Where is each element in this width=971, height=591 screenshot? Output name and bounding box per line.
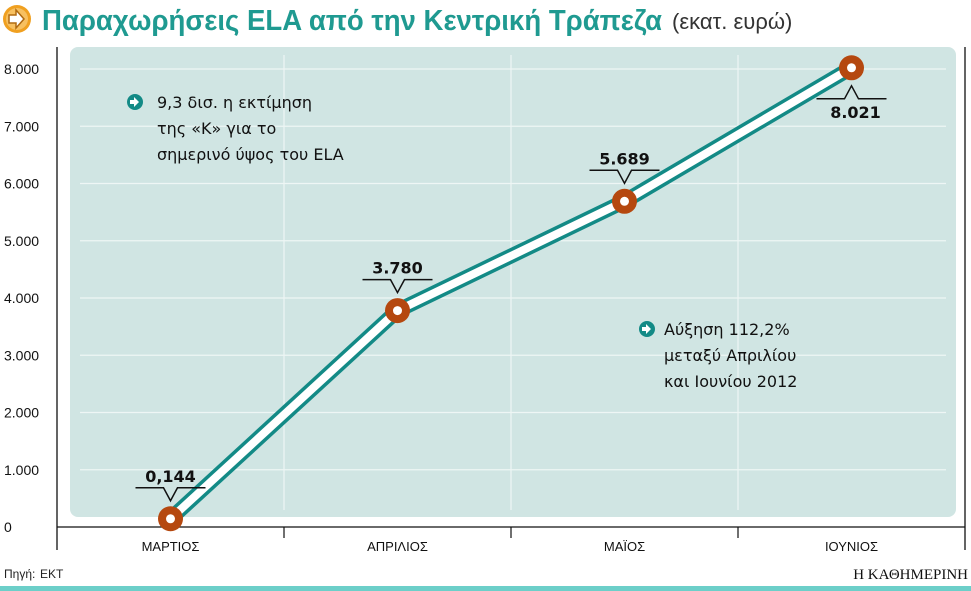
data-point-marker-center bbox=[166, 514, 175, 524]
series-line-inner bbox=[167, 64, 854, 522]
bottom-strip bbox=[0, 586, 971, 591]
arrow-bullet-icon bbox=[639, 321, 655, 337]
y-tick-labels: 0 1.000 2.000 3.000 4.000 5.000 6.000 7.000 8.00… bbox=[4, 61, 39, 535]
data-label: 8.021 bbox=[830, 103, 881, 122]
y-tick-label: 8.000 bbox=[4, 61, 39, 77]
x-category-labels: ΜΑΡΤΙΟΣ ΑΠΡΙΛΙΟΣ ΜΑΪΟΣ ΙΟΥΝΙΟΣ bbox=[142, 527, 878, 554]
data-markers: 0,144 3.780 5.689 8.021 bbox=[135, 55, 887, 532]
title-arrow-icon bbox=[3, 5, 31, 33]
y-tick-label: 6.000 bbox=[4, 176, 39, 192]
y-tick-label: 4.000 bbox=[4, 290, 39, 306]
publisher-logo: Η ΚΑΘΗΜΕΡΙΝΗ bbox=[853, 567, 968, 583]
y-tick-label: 3.000 bbox=[4, 347, 39, 363]
annotation-estimate: 9,3 δισ. η εκτίμηση της «Κ» για το σημερ… bbox=[127, 93, 344, 164]
source-label: Πηγή: bbox=[4, 567, 35, 581]
data-point-marker-center bbox=[847, 63, 856, 73]
x-category-label: ΙΟΥΝΙΟΣ bbox=[825, 539, 878, 554]
annotation-line: 9,3 δισ. η εκτίμηση bbox=[157, 93, 312, 112]
x-category-label: ΑΠΡΙΛΙΟΣ bbox=[367, 539, 428, 554]
series-line bbox=[165, 61, 856, 525]
data-label: 0,144 bbox=[145, 467, 196, 486]
y-tick-label: 0 bbox=[4, 519, 12, 535]
plot-panel bbox=[70, 47, 956, 517]
source-value: ΕΚΤ bbox=[40, 567, 64, 581]
data-label-callout bbox=[589, 169, 660, 185]
annotation-line: Αύξηση 112,2% bbox=[664, 320, 790, 339]
data-label: 5.689 bbox=[599, 149, 650, 168]
annotation-line: μεταξύ Απριλίου bbox=[664, 346, 796, 365]
x-category-label: ΜΑΪΟΣ bbox=[604, 539, 645, 554]
chart-title: Παραχωρήσεις ELA από την Κεντρική Τράπεζ… bbox=[42, 5, 662, 37]
data-label-callout bbox=[135, 487, 206, 503]
annotation-increase: Αύξηση 112,2% μεταξύ Απριλίου και Ιουνίο… bbox=[639, 320, 797, 391]
annotation-line: της «Κ» για το bbox=[157, 119, 276, 138]
annotation-line: σημερινό ύψος του ELA bbox=[157, 145, 344, 164]
data-label-callout bbox=[362, 278, 433, 295]
unit-label: (εκατ. ευρώ) bbox=[672, 9, 792, 34]
y-tick-label: 2.000 bbox=[4, 405, 39, 421]
data-point-marker-center bbox=[393, 306, 402, 316]
y-tick-label: 7.000 bbox=[4, 118, 39, 134]
data-point-marker-center bbox=[620, 196, 629, 206]
data-label-callout bbox=[816, 84, 887, 100]
arrow-bullet-icon bbox=[127, 94, 143, 110]
y-tick-label: 5.000 bbox=[4, 233, 39, 249]
data-label: 3.780 bbox=[372, 259, 423, 278]
annotation-line: και Ιουνίου 2012 bbox=[664, 372, 797, 391]
y-tick-label: 1.000 bbox=[4, 462, 39, 478]
x-category-label: ΜΑΡΤΙΟΣ bbox=[142, 539, 200, 554]
